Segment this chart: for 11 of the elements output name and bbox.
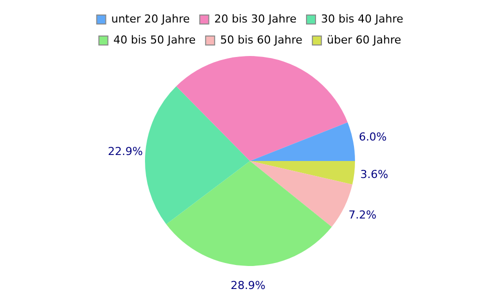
legend-label: 30 bis 40 Jahre <box>321 12 404 26</box>
data-label: 22.9% <box>108 144 143 158</box>
legend-label: über 60 Jahre <box>326 33 402 46</box>
data-label: 3.6% <box>360 168 388 181</box>
data-label: 28.9% <box>230 278 266 292</box>
data-label: 6.0% <box>358 130 387 144</box>
legend-label: 40 bis 50 Jahre <box>113 33 196 46</box>
legend-label: 50 bis 60 Jahre <box>220 33 303 46</box>
data-label: 7.2% <box>348 208 376 222</box>
legend-label: 20 bis 30 Jahre <box>214 12 297 26</box>
legend-label: unter 20 Jahre <box>111 12 190 26</box>
